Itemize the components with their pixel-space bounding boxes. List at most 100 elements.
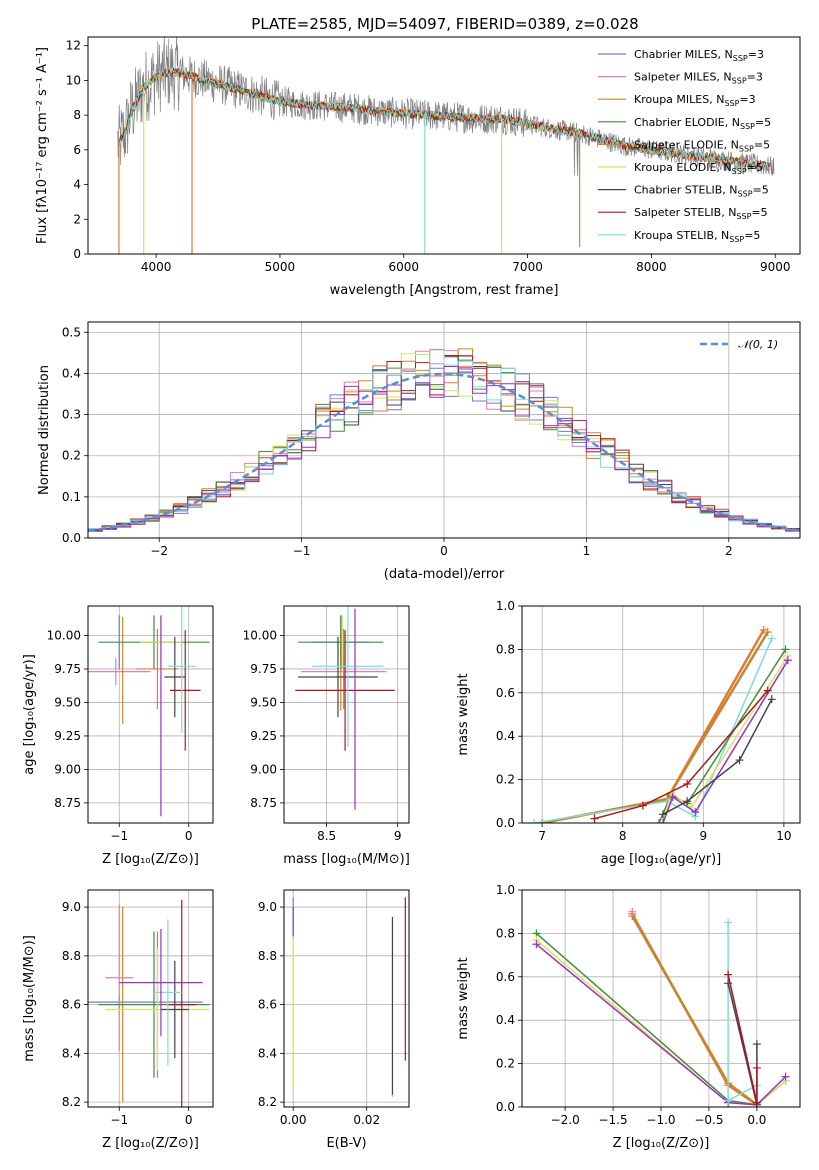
mass-weight-marker — [759, 625, 768, 634]
plot-Z-mass-weight: −2.0 −1.5 −1.0 −0.5 0.0 0.0 0.2 0.4 0.6 0.8 1.0 Z [… — [456, 883, 801, 1151]
y-tick-label: 8.6 — [62, 998, 81, 1012]
x-tick-label: 8 — [619, 829, 627, 843]
legend-sub: SSP — [729, 235, 744, 244]
model-spectrum-line — [118, 67, 770, 171]
legend-sub: SSP — [732, 77, 747, 86]
plot-area — [292, 897, 406, 1098]
y-tick-label: 0.4 — [496, 729, 515, 743]
legend-label: Salpeter MILES, N — [634, 71, 732, 84]
x-tick-label: −2 — [150, 544, 168, 558]
legend-label: Salpeter STELIB, N — [634, 206, 736, 219]
legend-sub: SSP — [732, 167, 747, 176]
y-tick-label: 0.1 — [62, 490, 81, 504]
x-tick-label: 9000 — [760, 260, 791, 274]
x-tick-label: 0 — [185, 1113, 193, 1127]
y-tick-label: 10 — [66, 73, 81, 87]
x-axis-label: Z [log₁₀(Z/Z⊙)] — [613, 1136, 710, 1151]
mass-weight-line — [727, 974, 758, 1103]
legend-suffix: =3 — [747, 71, 763, 84]
x-axis-label: wavelength [Angstrom, rest frame] — [330, 283, 559, 298]
x-axis-label: mass [log₁₀(M/M⊙)] — [283, 852, 410, 867]
figure-title: PLATE=2585, MJD=54097, FIBERID=0389, z=0… — [251, 15, 638, 33]
legend-sub: SSP — [739, 144, 754, 153]
x-tick-label: 0.0 — [747, 1113, 766, 1127]
y-tick-label: 8.8 — [62, 949, 81, 963]
legend-entry: 𝒩(0, 1) — [738, 338, 778, 351]
x-tick-label: −1 — [110, 829, 128, 843]
mass-weight-marker — [724, 970, 733, 979]
legend-suffix: =5 — [754, 138, 770, 151]
legend-entry: Salpeter MILES, NSSP=3 — [634, 71, 763, 86]
x-tick-label: −1 — [293, 544, 311, 558]
mass-weight-marker — [752, 1063, 761, 1072]
y-tick-label: 0.2 — [62, 449, 81, 463]
mass-weight-line — [662, 698, 773, 815]
mass-weight-marker — [532, 940, 541, 949]
plot-residual-distribution: −2 −1 0 1 2 0.0 0.1 0.2 0.3 0.4 0.5 (data-model)/er… — [37, 321, 801, 582]
legend-label: Salpeter ELODIE, N — [634, 138, 739, 151]
y-tick-label: 8.8 — [258, 949, 277, 963]
plot-EBV-vs-mass: 0.00 0.02 8.2 8.4 8.6 8.8 9.0 E(B-V) — [258, 889, 410, 1151]
legend-label: Chabrier MILES, N — [634, 48, 733, 61]
y-tick-label: 0.5 — [62, 325, 81, 339]
mass-weight-line — [533, 638, 773, 823]
axes-frame — [87, 321, 801, 539]
mass-weight-marker — [781, 645, 790, 654]
mass-weight-line — [662, 655, 789, 823]
plot-Z-vs-mass: −1 0 8.2 8.4 8.6 8.8 9.0 Z [log₁₀(Z/Z⊙)] mass [l… — [22, 889, 214, 1151]
plot-spectrum: 4000 5000 6000 7000 8000 9000 0 2 4 6 8 10 12 wavelen… — [35, 36, 801, 298]
mass-weight-marker — [654, 819, 663, 823]
x-tick-label: −1.0 — [646, 1113, 675, 1127]
mass-weight-marker — [783, 656, 792, 665]
x-tick-label: 2 — [725, 544, 733, 558]
x-tick-label: −1 — [110, 1113, 128, 1127]
legend-sub: SSP — [736, 212, 751, 221]
x-tick-label: 1 — [583, 544, 591, 558]
plot-area — [295, 606, 395, 810]
mass-weight-line — [535, 943, 787, 1106]
legend-entry: Chabrier ELODIE, NSSP=5 — [634, 116, 771, 131]
y-tick-label: 1.0 — [496, 883, 515, 897]
y-tick-label: 9.75 — [54, 662, 81, 676]
legend-sub: SSP — [724, 99, 739, 108]
y-tick-label: 0 — [73, 247, 81, 261]
residual-histogram-line — [88, 366, 800, 533]
x-tick-label: 10 — [776, 829, 791, 843]
mass-weight-line — [631, 913, 758, 1106]
mass-weight-marker — [752, 1098, 761, 1107]
y-tick-label: 8.75 — [250, 796, 277, 810]
mass-weight-marker — [590, 814, 599, 823]
x-axis-label: Z [log₁₀(Z/Z⊙)] — [102, 1136, 199, 1151]
legend-entry: Kroupa STELIB, NSSP=5 — [634, 229, 760, 244]
axes-frame — [87, 605, 214, 824]
legend-entry: Kroupa ELODIE, NSSP=5 — [634, 161, 763, 176]
x-tick-label: −2.0 — [551, 1113, 580, 1127]
axes-frame — [87, 889, 214, 1108]
plot-area — [117, 37, 775, 254]
y-tick-label: 9.00 — [54, 762, 81, 776]
y-axis-label: mass weight — [456, 957, 471, 1039]
mass-weight-marker — [668, 792, 677, 801]
model-spectrum-line — [118, 67, 770, 172]
legend-suffix: =5 — [753, 184, 769, 197]
legend-entry: Chabrier MILES, NSSP=3 — [634, 48, 764, 63]
x-tick-label: 4000 — [141, 260, 172, 274]
plot-area — [532, 907, 790, 1107]
y-tick-label: 8.2 — [258, 1095, 277, 1109]
y-tick-label: 9.75 — [250, 662, 277, 676]
mass-weight-marker — [659, 819, 668, 823]
plot-Z-vs-age: −1 0 8.75 9.00 9.25 9.50 9.75 10.00 Z [log₁₀(Z/Z… — [22, 605, 214, 867]
x-tick-label: 7 — [538, 829, 546, 843]
x-tick-label: 0.00 — [280, 1113, 307, 1127]
mass-weight-marker — [659, 810, 668, 819]
x-tick-label: 7000 — [512, 260, 543, 274]
y-tick-label: 8.4 — [258, 1046, 277, 1060]
mass-weight-marker — [735, 756, 744, 765]
y-tick-label: 0.2 — [496, 1057, 515, 1071]
x-tick-label: 8000 — [636, 260, 667, 274]
mass-weight-line — [541, 629, 765, 823]
legend-suffix: =5 — [747, 161, 763, 174]
legend-label: Kroupa STELIB, N — [634, 229, 729, 242]
axes-frame — [283, 605, 410, 824]
mass-weight-marker — [638, 801, 647, 810]
